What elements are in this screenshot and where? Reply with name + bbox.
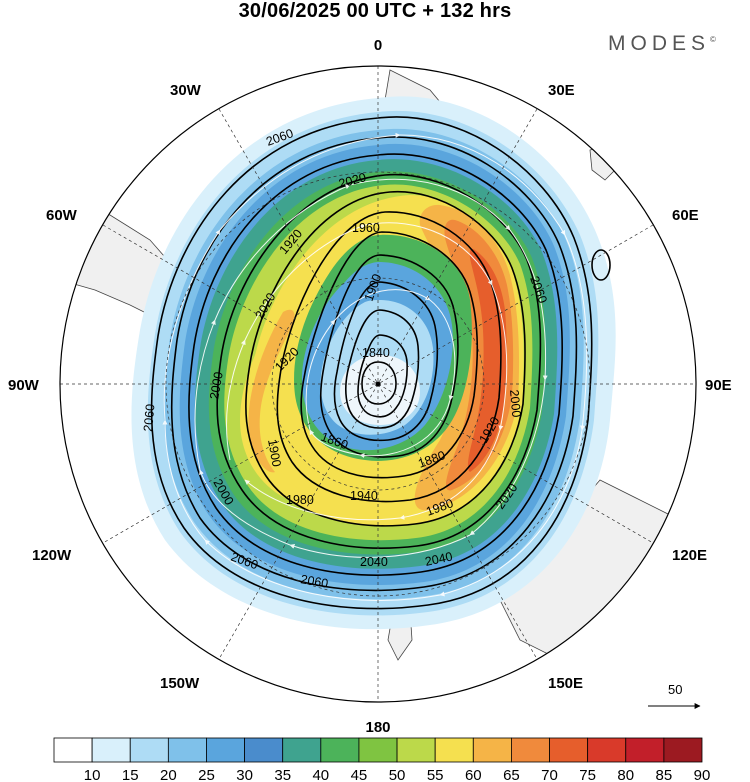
colorbar-swatch [434,737,474,763]
lon-label-90w: 90W [8,377,40,394]
contour-label: 1980 [286,493,314,507]
colorbar-tick-label: 15 [122,767,139,782]
colorbar-swatch [320,737,360,763]
colorbar-swatch [282,737,322,763]
contour-1980 [245,190,526,527]
contour-label: 1840 [362,346,390,360]
pole-marker [375,381,381,387]
colorbar: 10 15 20 25 30 35 40 45 50 55 60 65 70 75 80 85 90 [53,737,711,782]
colorbar-tick-label: 30 [236,767,253,782]
contour-label: 2040 [424,549,454,568]
lon-label-150e: 150E [548,675,583,692]
colorbar-swatch [587,737,627,763]
contour-2040 [170,136,578,592]
reference-vector: 50 [648,682,701,709]
brand-logo: MODES© [608,32,716,56]
contour-1860 [357,334,408,418]
colorbar-swatch [167,737,207,763]
contour-1880 [345,309,420,429]
colorbar-tick-label: 20 [160,767,177,782]
colorbar-swatch [549,737,589,763]
contour-label: 1940 [350,489,378,503]
colorbar-tick-label: 55 [427,767,444,782]
colorbar-tick-label: 40 [312,767,329,782]
contour-label: 2000 [207,371,226,401]
reference-vector-value: 50 [668,682,682,697]
colorbar-tick-label: 80 [617,767,634,782]
colorbar-swatch [663,737,703,763]
contour-1920 [319,254,459,458]
contour-1900 [333,281,439,442]
wind-shade-60-west [248,309,295,473]
wind-streamlines [162,132,588,601]
contour-label: 1960 [352,221,380,235]
colorbar-swatch [472,737,512,763]
map-border [59,65,697,703]
contour-2060-outer [150,116,593,610]
lon-label-90e: 90E [705,377,732,394]
height-contours [150,116,611,610]
contour-label: 2060 [299,572,329,591]
colorbar-swatch [396,737,436,763]
lon-label-0: 0 [374,37,382,54]
lon-label-150w: 150W [160,675,200,692]
contour-2020 [188,153,563,576]
colorbar-swatch [91,737,131,763]
lon-label-180: 180 [365,719,390,736]
longitude-labels: 0 30E 60E 90E 120E 150E 180 150W 120W 90… [8,37,732,736]
contour-label: 2040 [360,555,388,569]
colorbar-swatch [511,737,550,763]
contour-1940 [300,231,479,479]
lon-label-30w: 30W [170,82,202,99]
colorbar-tick-label: 60 [465,767,482,782]
contour-label: 2020 [337,170,368,191]
colorbar-swatch [625,737,665,763]
colorbar-tick-label: 75 [579,767,596,782]
lon-label-120w: 120W [32,547,72,564]
lon-label-120e: 120E [672,547,707,564]
colorbar-tick-label: 50 [389,767,406,782]
contour-label: 2060 [141,403,157,432]
colorbar-swatch [206,737,245,763]
colorbar-tick-label: 65 [503,767,520,782]
colorbar-tick-label: 45 [351,767,368,782]
brand-name: MODES [608,32,711,55]
colorbar-swatch [244,737,284,763]
map-title: 30/06/2025 00 UTC + 132 hrs [238,0,512,22]
colorbar-tick-label: 70 [541,767,558,782]
brand-mark: © [710,35,716,44]
contour-label: 2000 [507,389,523,418]
contour-2000 [216,173,542,549]
lon-label-60w: 60W [46,207,78,224]
map-disc [60,66,696,702]
contour-closed-small [591,249,611,281]
colorbar-tick-label: 35 [274,767,291,782]
lon-label-60e: 60E [672,207,699,224]
colorbar-tick-label: 85 [656,767,673,782]
colorbar-tick-label: 90 [694,767,711,782]
colorbar-tick-label: 25 [198,767,215,782]
colorbar-swatch [358,737,398,763]
colorbar-tick-label: 10 [84,767,101,782]
lon-label-30e: 30E [548,82,575,99]
colorbar-swatch [53,737,93,763]
graticule [60,66,696,702]
colorbar-swatch [129,737,169,763]
contour-label: 1900 [265,438,284,468]
